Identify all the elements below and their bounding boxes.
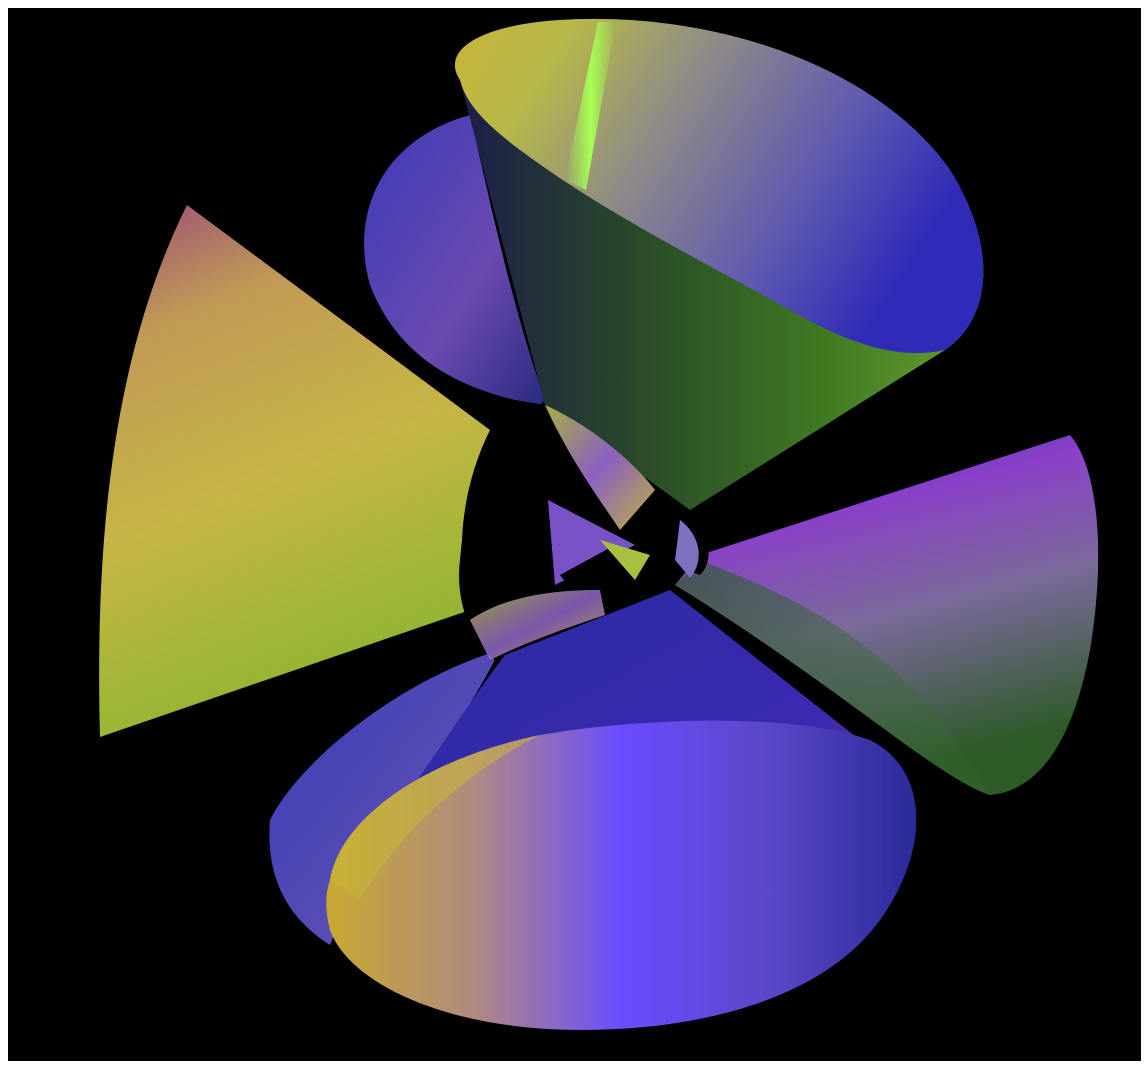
- top-cone: [454, 18, 984, 511]
- central-singularity: [459, 400, 709, 660]
- back-upper-sheet: [364, 115, 545, 405]
- bottom-cone: [326, 590, 917, 1030]
- right-cone: [675, 435, 1099, 795]
- left-cone: [99, 205, 490, 737]
- back-lower-sheet: [269, 650, 500, 945]
